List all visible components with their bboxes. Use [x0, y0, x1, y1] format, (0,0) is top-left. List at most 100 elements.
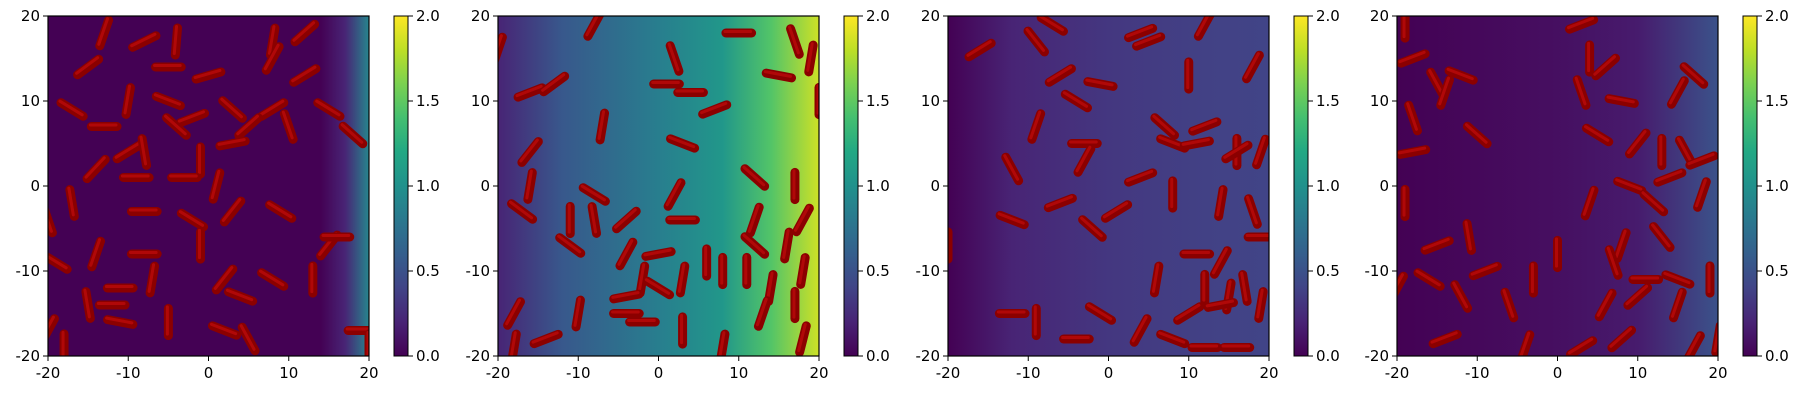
rod-marker	[1582, 123, 1614, 147]
colorbar-tick-label: 1.0	[416, 177, 440, 195]
rod-marker	[1083, 77, 1118, 91]
rod-marker	[1624, 128, 1651, 159]
rod-marker	[128, 31, 161, 52]
rod-marker	[289, 64, 321, 87]
rods-layer	[1397, 16, 1718, 356]
rod-marker	[665, 41, 684, 76]
rod-marker	[1078, 215, 1107, 242]
rod-marker	[1580, 185, 1599, 221]
colorbar	[843, 15, 859, 357]
rod-marker	[1661, 270, 1695, 289]
rod-marker	[1173, 302, 1205, 325]
rod-marker	[1684, 331, 1705, 356]
rod-marker	[265, 23, 280, 60]
colorbar-tick-label: 0.5	[866, 262, 890, 280]
rod-marker	[1044, 64, 1076, 87]
colorbar-tick-label: 2.0	[866, 7, 890, 25]
rod-marker	[1413, 268, 1445, 291]
colorbar	[393, 15, 409, 357]
colorbar-tick-label: 1.5	[1316, 92, 1340, 110]
colorbar-tick-label: 2.0	[416, 7, 440, 25]
rod-marker	[1027, 109, 1046, 144]
rod-marker	[1679, 62, 1709, 89]
rod-marker	[95, 16, 114, 51]
rod-marker	[609, 309, 644, 318]
rod-marker	[804, 40, 818, 77]
rod-marker	[237, 322, 260, 356]
rod-marker	[279, 109, 298, 144]
rod-marker	[1649, 222, 1675, 252]
rod-marker	[126, 207, 162, 216]
rod-marker	[215, 136, 250, 151]
rod-marker	[1657, 133, 1667, 171]
rod-marker	[1073, 144, 1096, 177]
rod-marker	[555, 233, 586, 258]
field-heatmap	[1397, 16, 1718, 356]
x-tick-label: -20	[486, 364, 511, 382]
x-tick-label: -20	[1385, 364, 1410, 382]
rod-marker	[1420, 236, 1454, 255]
rod-marker	[1400, 16, 1410, 43]
rod-marker	[1428, 329, 1462, 349]
rod-marker	[761, 68, 797, 83]
colorbar-tick-label: 0.0	[416, 347, 440, 365]
colorbar-tick-label: 0.5	[416, 262, 440, 280]
rod-marker	[513, 83, 547, 102]
rod-marker	[1200, 269, 1210, 307]
rod-marker	[595, 108, 610, 145]
x-tick-label: 0	[654, 364, 664, 382]
rod-marker	[1572, 75, 1591, 110]
rod-marker	[718, 252, 728, 290]
rod-marker	[1397, 145, 1431, 159]
rod-marker	[234, 113, 263, 140]
rods-layer	[948, 16, 1269, 352]
rod-marker	[1450, 280, 1473, 313]
y-tick-label: -20	[16, 347, 41, 365]
rod-marker	[523, 168, 537, 204]
y-tick-label: 0	[1379, 177, 1389, 195]
rod-marker	[578, 183, 610, 206]
rod-marker	[48, 314, 59, 340]
rod-marker	[1565, 16, 1599, 34]
rod-marker	[740, 164, 770, 191]
rod-marker	[257, 268, 289, 291]
rod-marker	[73, 54, 104, 80]
rod-marker	[207, 321, 242, 340]
rod-marker	[313, 98, 345, 121]
rod-marker	[211, 264, 238, 295]
y-tick-label: 20	[21, 7, 40, 25]
rod-marker	[176, 208, 209, 232]
rod-marker	[721, 28, 757, 38]
rod-marker	[338, 121, 368, 149]
y-tick-label: 0	[480, 177, 490, 195]
y-tick-label: 10	[1370, 92, 1389, 110]
rod-marker	[1023, 26, 1050, 57]
y-tick-label: -20	[1365, 347, 1390, 365]
y-tick-label: 20	[921, 7, 940, 25]
rod-marker	[745, 202, 764, 238]
x-tick-label: 10	[1179, 364, 1198, 382]
rod-marker	[814, 82, 819, 120]
colorbar-tick-label: 0.0	[1765, 347, 1789, 365]
rod-marker	[1604, 245, 1623, 280]
y-tick-label: -10	[466, 262, 491, 280]
rod-marker	[507, 199, 538, 224]
rod-marker	[1124, 23, 1158, 43]
rod-marker	[1628, 275, 1664, 284]
rod-marker	[615, 237, 638, 271]
rod-marker	[265, 200, 297, 223]
rod-marker	[1187, 343, 1223, 352]
rod-marker	[87, 236, 106, 272]
rod-marker	[1565, 336, 1598, 356]
rod-marker	[1585, 40, 1595, 77]
rod-marker	[565, 201, 575, 239]
rod-marker	[1221, 140, 1253, 164]
rod-marker	[1436, 75, 1455, 110]
y-tick-label: 10	[21, 92, 40, 110]
rod-marker	[163, 303, 173, 341]
colorbar-tick-label: 2.0	[1765, 7, 1789, 25]
colorbar-tick-label: 1.0	[866, 177, 890, 195]
rod-marker	[343, 326, 369, 335]
rod-marker	[56, 98, 88, 121]
rod-marker	[94, 300, 130, 310]
